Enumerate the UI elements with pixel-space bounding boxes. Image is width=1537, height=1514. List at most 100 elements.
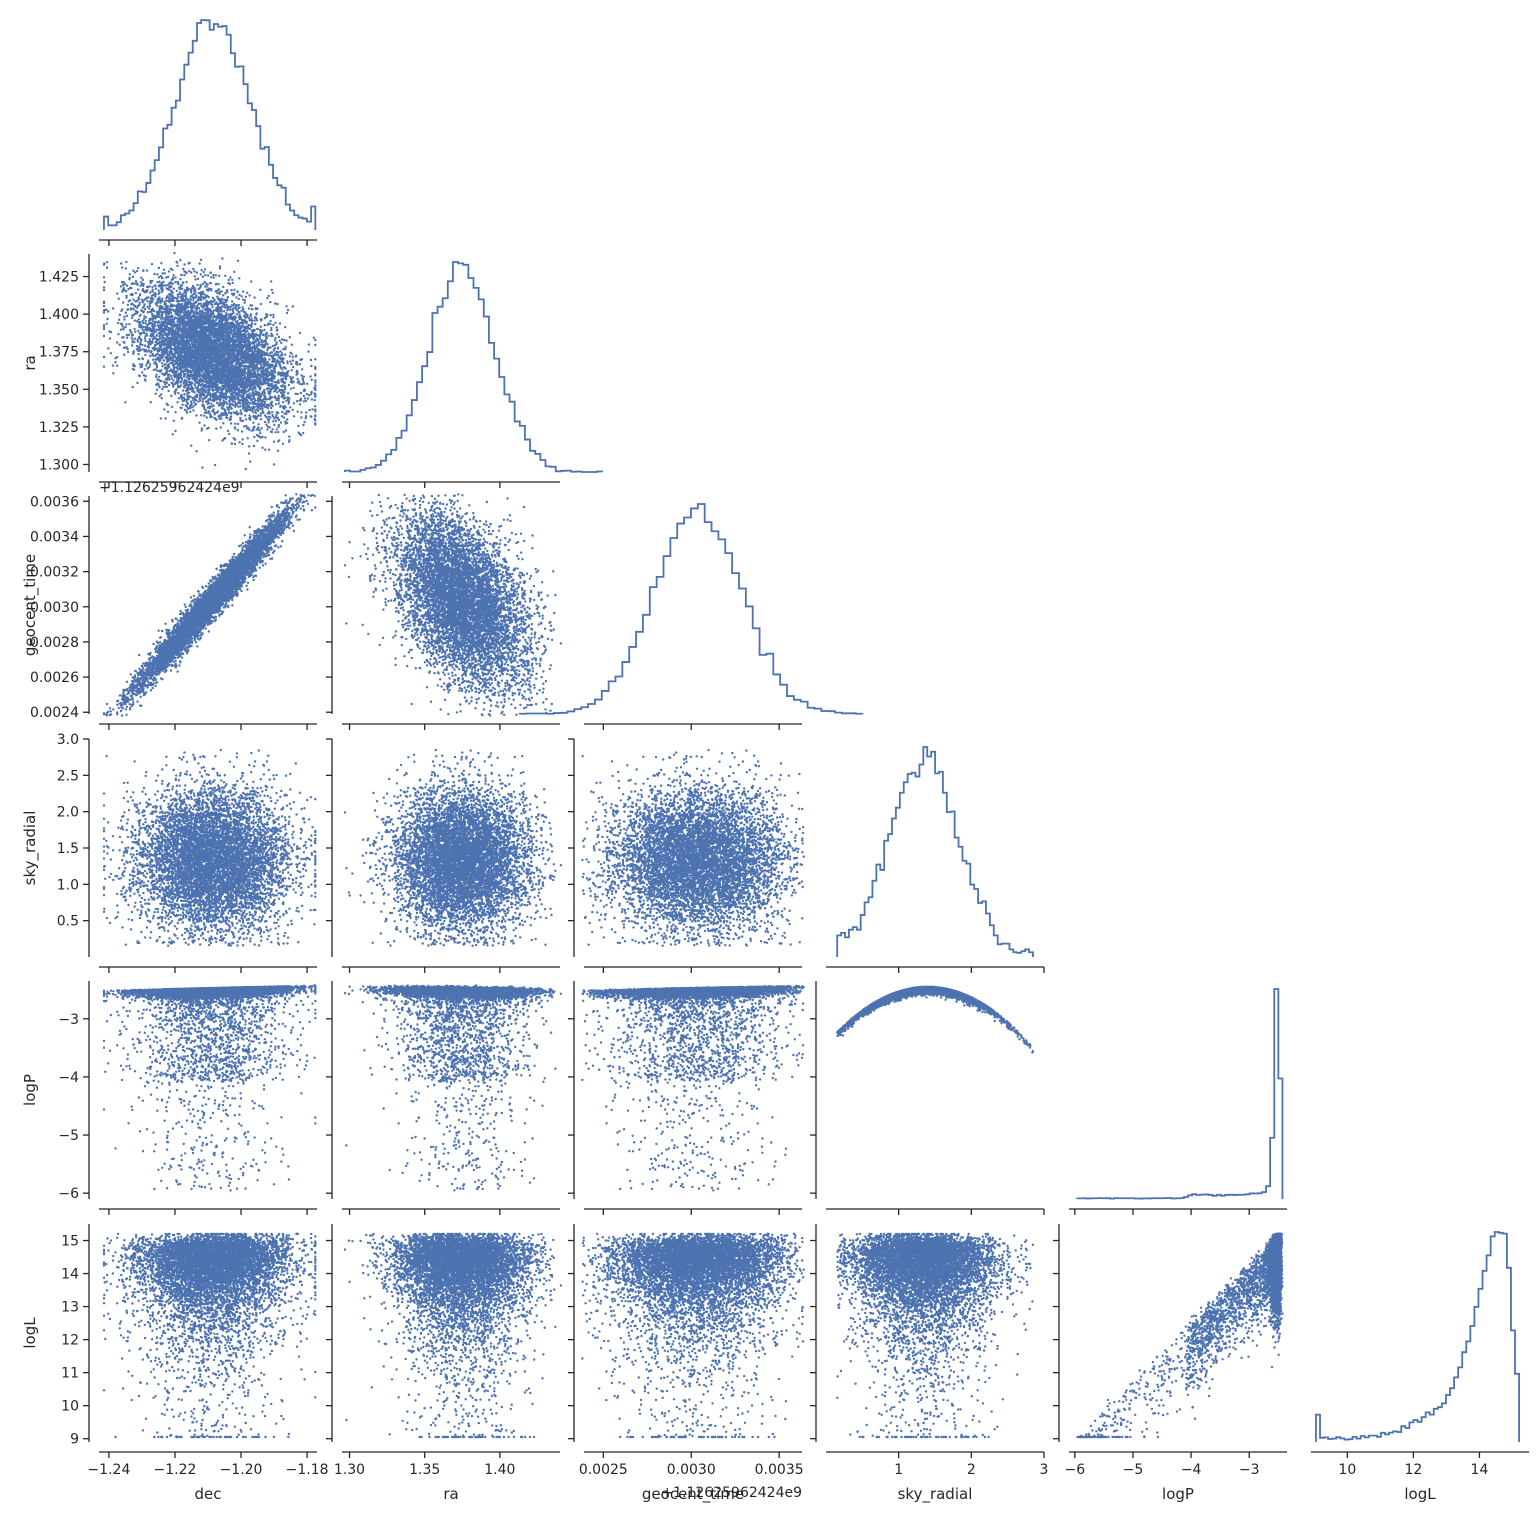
x-axis-label-sky_radial: sky_radial bbox=[898, 1485, 973, 1504]
histogram-logL bbox=[1315, 1231, 1520, 1442]
y-tick-label: 0.0036 bbox=[30, 494, 79, 510]
scatter-points-logL-vs-logP bbox=[1076, 1232, 1284, 1439]
y-tick-label: 0.0034 bbox=[30, 529, 79, 545]
y-tick-label: −4 bbox=[58, 1070, 79, 1086]
histogram-geocent_time bbox=[518, 503, 864, 715]
x-axis-label-logL: logL bbox=[1404, 1485, 1436, 1503]
y-tick-label: 1.375 bbox=[39, 345, 79, 361]
panel-geocent_time-vs-geocent_time bbox=[518, 503, 864, 730]
x-axis-label-ra: ra bbox=[443, 1485, 458, 1503]
y-tick-label: −6 bbox=[58, 1186, 79, 1202]
panel-logL-vs-sky_radial: 1 2 3 bbox=[810, 1224, 1048, 1478]
y-axis-label-geocent_time: geocent_time bbox=[21, 554, 40, 656]
panel-logP-vs-dec: −6 −5 −4 −3 bbox=[58, 981, 317, 1215]
scatter-points-logP-vs-geocent_time bbox=[581, 984, 805, 1192]
x-tick-label: 10 bbox=[1338, 1462, 1356, 1478]
x-tick-label: 1.35 bbox=[409, 1462, 440, 1478]
y-tick-label: 1.400 bbox=[39, 307, 79, 323]
panel-ra-vs-dec: 1.300 1.325 1.350 1.375 1.400 1.425 bbox=[39, 251, 317, 488]
y-tick-label: 2.0 bbox=[57, 805, 79, 821]
y-tick-label: −5 bbox=[58, 1128, 79, 1144]
y-tick-label: 1.0 bbox=[57, 877, 79, 893]
y-tick-label: 0.0026 bbox=[30, 670, 79, 686]
y-tick-label: −3 bbox=[58, 1012, 79, 1028]
panel-sky_radial-vs-dec: 0.5 1.0 1.5 2.0 2.5 3.0 bbox=[57, 732, 317, 973]
y-tick-label: 1.300 bbox=[39, 457, 79, 473]
x-offset-text-geocent-time: +1.12625962424e9 bbox=[661, 1485, 802, 1501]
x-tick-label: 14 bbox=[1471, 1462, 1489, 1478]
scatter-points-logP-vs-sky_radial bbox=[836, 985, 1035, 1054]
panel-logL-vs-logL: 10 12 14 bbox=[1311, 1231, 1529, 1478]
scatter-points-logL-vs-ra bbox=[343, 1232, 563, 1439]
y-tick-label: 10 bbox=[61, 1399, 79, 1415]
panel-logL-vs-ra: 1.30 1.35 1.40 bbox=[326, 1224, 563, 1478]
x-tick-label: 3 bbox=[1040, 1462, 1049, 1478]
x-axis-label-logP: logP bbox=[1162, 1485, 1194, 1503]
x-tick-label: 1 bbox=[894, 1462, 903, 1478]
y-tick-label: 0.0024 bbox=[30, 705, 79, 721]
y-tick-label: 0.0032 bbox=[30, 565, 79, 581]
scatter-points-geocent_time-vs-ra bbox=[343, 493, 563, 717]
histogram-dec bbox=[103, 19, 317, 230]
x-tick-label: 1.30 bbox=[334, 1462, 365, 1478]
x-tick-label: −1.18 bbox=[286, 1462, 329, 1478]
y-axis-label-ra: ra bbox=[21, 355, 39, 370]
panel-geocent_time-vs-ra bbox=[326, 493, 563, 730]
x-tick-label: −4 bbox=[1181, 1462, 1202, 1478]
panel-logL-vs-logP: −6 −5 −4 −3 bbox=[1053, 1224, 1287, 1478]
y-axis-label-sky_radial: sky_radial bbox=[21, 811, 40, 886]
y-tick-label: 1.350 bbox=[39, 382, 79, 398]
scatter-points-sky_radial-vs-geocent_time bbox=[581, 748, 805, 947]
x-axis-label-geocent_time: geocent_time bbox=[642, 1485, 744, 1504]
histogram-sky_radial bbox=[836, 746, 1034, 957]
y-tick-label: 14 bbox=[61, 1267, 79, 1283]
panel-ra-vs-ra bbox=[342, 261, 603, 488]
x-tick-label: 0.0035 bbox=[755, 1462, 804, 1478]
panel-geocent_time-vs-dec: 0.0024 0.0026 0.0028 0.0030 0.0032 0.0034 0.00… bbox=[30, 493, 317, 730]
panel-logP-vs-ra bbox=[326, 981, 563, 1215]
x-tick-label: −1.24 bbox=[87, 1462, 130, 1478]
y-tick-label: 0.0030 bbox=[30, 600, 79, 616]
y-tick-label: 0.0028 bbox=[30, 635, 79, 651]
scatter-points-ra-vs-dec bbox=[102, 251, 317, 471]
y-tick-label: 9 bbox=[70, 1432, 79, 1448]
y-tick-label: 11 bbox=[61, 1366, 79, 1382]
panel-logL-vs-dec: −1.24 −1.22 −1.20 −1.18 9 10 11 12 13 14 15 bbox=[61, 1224, 329, 1478]
y-tick-label: 2.5 bbox=[57, 768, 79, 784]
panel-sky_radial-vs-ra bbox=[326, 738, 563, 973]
y-tick-label: 1.425 bbox=[39, 270, 79, 286]
y-tick-label: 1.5 bbox=[57, 841, 79, 857]
x-tick-label: −6 bbox=[1064, 1462, 1085, 1478]
y-tick-label: 13 bbox=[61, 1300, 79, 1316]
scatter-points-geocent_time-vs-dec bbox=[102, 493, 317, 717]
scatter-points-logP-vs-dec bbox=[102, 984, 317, 1192]
x-tick-label: 1.40 bbox=[484, 1462, 515, 1478]
y-axis-label-logP: logP bbox=[21, 1074, 39, 1106]
panel-logP-vs-logP bbox=[1069, 988, 1287, 1215]
panel-logP-vs-sky_radial bbox=[810, 981, 1045, 1215]
x-tick-label: −3 bbox=[1239, 1462, 1260, 1478]
scatter-points-logL-vs-dec bbox=[102, 1232, 317, 1439]
x-tick-label: 0.0030 bbox=[667, 1462, 716, 1478]
y-tick-label: 1.325 bbox=[39, 420, 79, 436]
scatter-points-logL-vs-sky_radial bbox=[836, 1232, 1035, 1439]
y-tick-label: 0.5 bbox=[57, 914, 79, 930]
scatter-points-sky_radial-vs-ra bbox=[343, 748, 563, 947]
y-tick-label: 12 bbox=[61, 1333, 79, 1349]
y-offset-text-geocent-time: +1.12625962424e9 bbox=[99, 480, 240, 496]
scatter-points-logP-vs-ra bbox=[343, 984, 563, 1192]
histogram-ra bbox=[344, 261, 603, 473]
x-tick-label: −5 bbox=[1123, 1462, 1144, 1478]
x-tick-label: −1.20 bbox=[220, 1462, 263, 1478]
y-tick-label: 15 bbox=[61, 1234, 79, 1250]
x-tick-label: 12 bbox=[1404, 1462, 1422, 1478]
y-axis-label-logL: logL bbox=[21, 1317, 39, 1349]
panel-logP-vs-geocent_time bbox=[568, 981, 805, 1215]
y-tick-label: 3.0 bbox=[57, 732, 79, 748]
x-tick-label: 0.0025 bbox=[579, 1462, 628, 1478]
scatter-points-sky_radial-vs-dec bbox=[102, 748, 317, 947]
panel-dec-vs-dec bbox=[99, 19, 317, 246]
panel-logL-vs-geocent_time: 0.0025 0.0030 0.0035 bbox=[568, 1224, 805, 1478]
histogram-logP bbox=[1076, 988, 1284, 1200]
